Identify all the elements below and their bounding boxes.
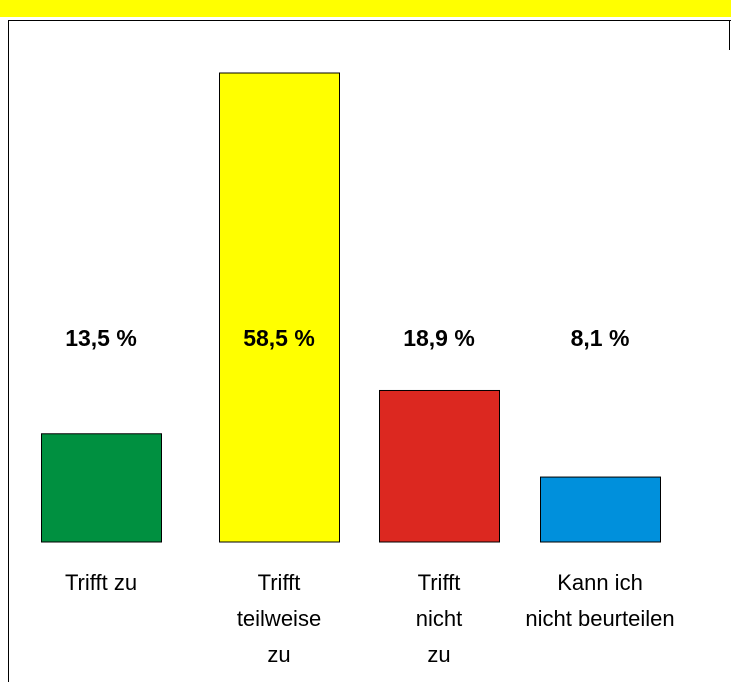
top-band <box>0 0 731 17</box>
category-label: Trifft teilweise zu <box>237 570 321 667</box>
bar <box>540 476 661 543</box>
bar <box>379 389 500 543</box>
value-label: 18,9 % <box>403 325 475 351</box>
bar <box>219 72 340 543</box>
value-label: 58,5 % <box>243 325 315 351</box>
category-label: Trifft nicht zu <box>416 570 462 667</box>
bar <box>41 433 162 543</box>
category-label: Kann ich nicht beurteilen <box>525 570 674 631</box>
value-label: 13,5 % <box>65 325 137 351</box>
value-label: 8,1 % <box>571 325 630 351</box>
category-label: Trifft zu <box>65 570 137 595</box>
